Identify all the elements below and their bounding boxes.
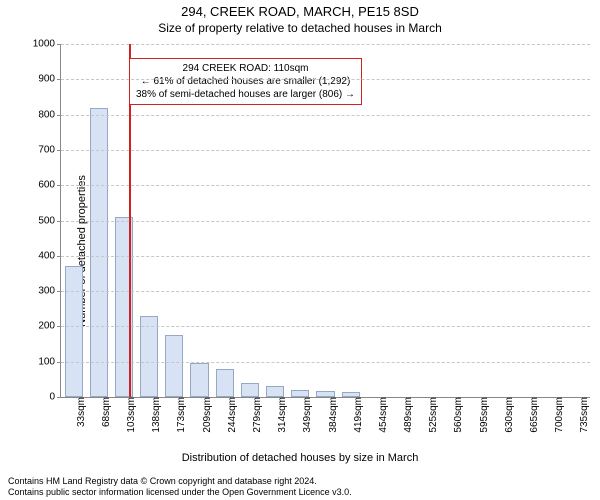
y-tick-mark [57,185,61,186]
x-tick-label: 419sqm [351,397,364,433]
page-subtitle: Size of property relative to detached ho… [0,19,600,35]
bar [291,390,309,397]
x-axis-label: Distribution of detached houses by size … [0,452,600,464]
x-tick-label: 630sqm [502,397,515,433]
y-tick-mark [57,115,61,116]
page-title: 294, CREEK ROAD, MARCH, PE15 8SD [0,0,600,19]
bar [266,386,284,397]
annotation-box: 294 CREEK ROAD: 110sqm ← 61% of detached… [129,58,362,105]
x-tick-label: 595sqm [477,397,490,433]
x-tick-label: 279sqm [250,397,263,433]
bar [140,316,158,397]
x-tick-label: 314sqm [275,397,288,433]
x-tick-label: 138sqm [149,397,162,433]
bar [165,335,183,397]
x-tick-label: 33sqm [74,397,87,427]
x-tick-label: 665sqm [527,397,540,433]
x-tick-label: 173sqm [174,397,187,433]
footer-line-2: Contains public sector information licen… [8,487,352,498]
annotation-line-1: 294 CREEK ROAD: 110sqm [136,62,355,75]
plot-area: 294 CREEK ROAD: 110sqm ← 61% of detached… [60,44,590,398]
x-tick-label: 454sqm [376,397,389,433]
bar [190,363,208,397]
x-tick-label: 489sqm [401,397,414,433]
y-tick-mark [57,44,61,45]
y-tick-mark [57,150,61,151]
bar [216,369,234,397]
y-tick-mark [57,221,61,222]
bar [241,383,259,397]
x-tick-label: 700sqm [552,397,565,433]
y-tick-mark [57,256,61,257]
y-tick-mark [57,362,61,363]
annotation-line-3: 38% of semi-detached houses are larger (… [136,88,355,101]
y-tick-mark [57,326,61,327]
footer-attribution: Contains HM Land Registry data © Crown c… [8,476,352,498]
grid-line [61,291,590,292]
footer-line-1: Contains HM Land Registry data © Crown c… [8,476,352,487]
grid-line [61,44,590,45]
grid-line [61,150,590,151]
bar [65,266,83,397]
grid-line [61,221,590,222]
y-tick-mark [57,79,61,80]
y-tick-mark [57,291,61,292]
grid-line [61,115,590,116]
grid-line [61,79,590,80]
chart-container: Number of detached properties 294 CREEK … [0,38,600,464]
x-tick-label: 103sqm [124,397,137,433]
x-tick-label: 525sqm [426,397,439,433]
grid-line [61,362,590,363]
grid-line [61,326,590,327]
annotation-line-2: ← 61% of detached houses are smaller (1,… [136,75,355,88]
x-tick-label: 384sqm [326,397,339,433]
x-tick-label: 560sqm [451,397,464,433]
y-tick-mark [57,397,61,398]
grid-line [61,185,590,186]
x-tick-label: 735sqm [577,397,590,433]
x-tick-label: 349sqm [300,397,313,433]
grid-line [61,256,590,257]
x-tick-label: 209sqm [200,397,213,433]
bar [90,108,108,397]
x-tick-label: 244sqm [225,397,238,433]
x-tick-label: 68sqm [99,397,112,427]
